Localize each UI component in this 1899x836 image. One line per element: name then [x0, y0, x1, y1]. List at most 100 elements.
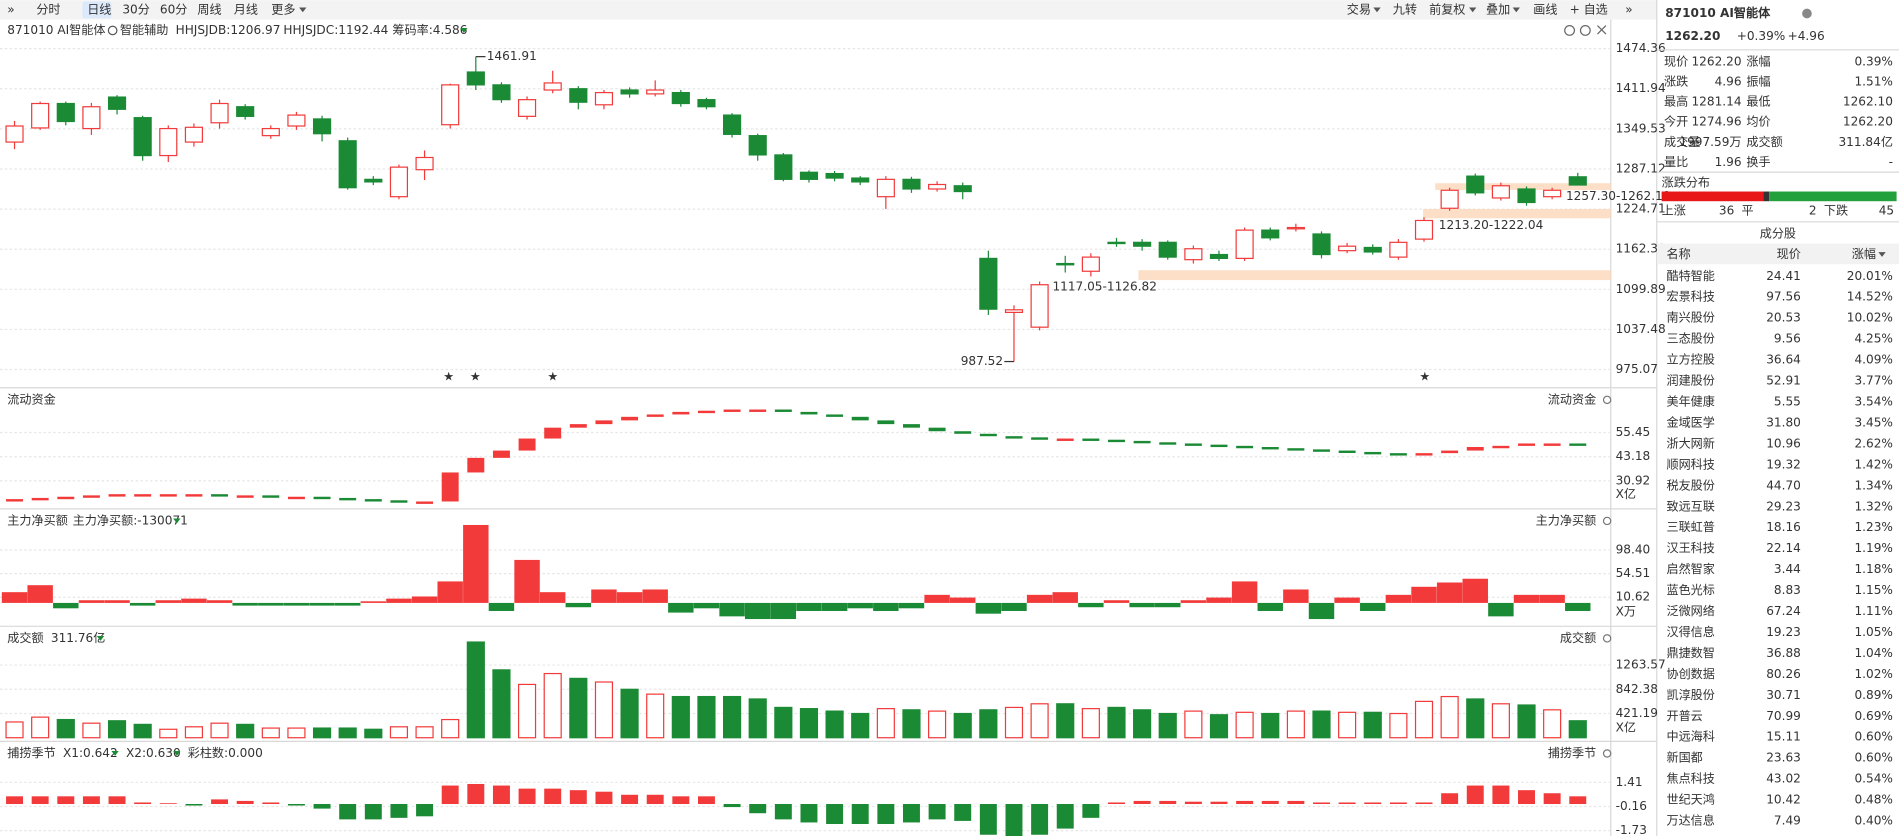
net-buy-bar: [1360, 602, 1386, 611]
assist-toggle[interactable]: 智能辅助: [120, 22, 168, 37]
stock-name[interactable]: 泛微网络: [1666, 603, 1714, 618]
flow-bar: [1492, 445, 1510, 449]
stock-name[interactable]: 美年健康: [1666, 394, 1714, 409]
stock-name[interactable]: 汉王科技: [1666, 541, 1714, 555]
volume-bar: [697, 695, 716, 739]
toolbar-tab[interactable]: 日线: [87, 2, 111, 16]
toolbar-button[interactable]: 叠加: [1486, 2, 1510, 16]
y-tick-label: 55.45: [1616, 425, 1651, 439]
net-buy-bar: [283, 602, 310, 606]
stock-name[interactable]: 鼎捷数智: [1666, 645, 1714, 660]
volume-bar: [1440, 695, 1459, 739]
column-header[interactable]: 名称: [1666, 246, 1690, 261]
net-buy-bar: [1206, 597, 1232, 603]
stock-name[interactable]: 协创数据: [1666, 666, 1714, 681]
stock-name[interactable]: 焦点科技: [1666, 772, 1714, 786]
candle-body: [1491, 185, 1510, 199]
volume-bar: [1235, 711, 1254, 739]
toolbar-button[interactable]: + 自选: [1570, 2, 1608, 16]
toolbar-tab[interactable]: 60分: [160, 2, 188, 16]
stock-name[interactable]: 三联虹普: [1666, 520, 1714, 534]
stock-name[interactable]: 润建股份: [1666, 374, 1714, 388]
chart-title: 871010 AI智能体: [7, 22, 105, 37]
y-tick-label: 54.51: [1616, 566, 1651, 580]
stock-name[interactable]: 南兴股份: [1666, 310, 1714, 325]
stock-name[interactable]: 中远海科: [1666, 729, 1714, 744]
stock-change: 10.02%: [1847, 311, 1893, 325]
net-buy-bar: [1436, 582, 1463, 603]
quote-label: 成交量: [1664, 134, 1700, 149]
volume-bar: [1030, 703, 1049, 739]
candle-body: [1286, 226, 1305, 230]
stock-name[interactable]: 酷特智能: [1666, 268, 1714, 283]
candle-body: [1209, 253, 1229, 260]
stock-name[interactable]: 万达信息: [1666, 813, 1714, 828]
toolbar-button[interactable]: 交易: [1347, 1, 1371, 16]
stock-name[interactable]: 宏景科技: [1666, 289, 1714, 304]
zoom-in[interactable]: [1564, 24, 1576, 36]
flow-bar: [800, 411, 818, 415]
y-tick-label: 1411.94: [1616, 81, 1666, 95]
stock-name[interactable]: 世纪天鸿: [1666, 792, 1714, 807]
panel-title-right: 成交额: [1560, 630, 1596, 645]
toolbar-tab[interactable]: 更多: [271, 2, 295, 16]
toolbar-button[interactable]: 前复权: [1429, 1, 1465, 16]
column-header[interactable]: 涨幅: [1852, 246, 1876, 261]
close-icon[interactable]: [1597, 25, 1607, 35]
quote-label: 成交额: [1746, 134, 1782, 149]
stock-name[interactable]: 凯淳股份: [1666, 687, 1714, 702]
volume-bar: [31, 716, 50, 739]
column-header[interactable]: 现价: [1777, 247, 1801, 261]
toolbar-button[interactable]: 九转: [1393, 1, 1417, 16]
candle-body: [1107, 241, 1126, 245]
panel-settings[interactable]: [1602, 634, 1612, 643]
collapse-icon[interactable]: »: [7, 2, 14, 16]
net-buy-bar: [1257, 602, 1283, 611]
stock-name[interactable]: 顺网科技: [1666, 457, 1714, 471]
stock-name[interactable]: 汉得信息: [1666, 624, 1714, 639]
volume-bar: [236, 723, 255, 739]
y-tick-label: 1287.12: [1616, 161, 1666, 175]
stock-name[interactable]: 浙大网新: [1666, 435, 1714, 450]
candle-body: [1133, 241, 1152, 247]
capture-bar: [928, 804, 946, 820]
stock-name[interactable]: 蓝色光标: [1666, 583, 1714, 597]
flow-bar: [1056, 438, 1074, 441]
stock-name[interactable]: 新国都: [1666, 750, 1702, 765]
stock-name[interactable]: 立方控股: [1666, 352, 1714, 367]
flow-bar: [851, 416, 869, 421]
stock-name[interactable]: 启然智家: [1666, 561, 1714, 576]
volume-bar: [851, 712, 870, 739]
stock-name[interactable]: 开普云: [1666, 709, 1702, 723]
toolbar-tab[interactable]: 30分: [122, 2, 150, 16]
toolbar-tab[interactable]: 周线: [197, 2, 221, 16]
net-buy-bar: [411, 596, 438, 603]
stock-name[interactable]: 致远互联: [1666, 499, 1714, 513]
capture-bar: [108, 796, 126, 805]
net-buy-bar: [924, 594, 950, 603]
capture-bar: [1210, 801, 1228, 805]
panel-settings[interactable]: [1602, 395, 1612, 405]
net-buy-bar: [309, 602, 335, 606]
star: ★: [1419, 369, 1430, 383]
panel-settings[interactable]: [1602, 516, 1612, 526]
flow-bar: [159, 494, 177, 497]
y-tick-label: 1099.89: [1616, 282, 1666, 296]
info-icon[interactable]: [1802, 8, 1812, 19]
net-buy-bar: [1103, 600, 1130, 603]
net-buy-bar: [1385, 594, 1412, 603]
panel-settings[interactable]: [1602, 749, 1612, 758]
toolbar-button[interactable]: 画线: [1533, 2, 1557, 16]
candle-body: [1184, 248, 1203, 261]
zoom-out[interactable]: [1579, 24, 1591, 36]
stock-name[interactable]: 税友股份: [1666, 478, 1714, 492]
stock-name[interactable]: 三态股份: [1666, 332, 1714, 346]
capture-bar: [134, 802, 152, 805]
toolbar-tab[interactable]: 月线: [234, 2, 258, 16]
capture-bar: [339, 804, 357, 820]
flow-bar: [826, 414, 844, 417]
flow-bar: [492, 450, 510, 458]
toolbar-tab[interactable]: 分时: [36, 2, 60, 16]
stock-name[interactable]: 金域医学: [1666, 414, 1714, 429]
expand-icon[interactable]: »: [1625, 2, 1632, 16]
